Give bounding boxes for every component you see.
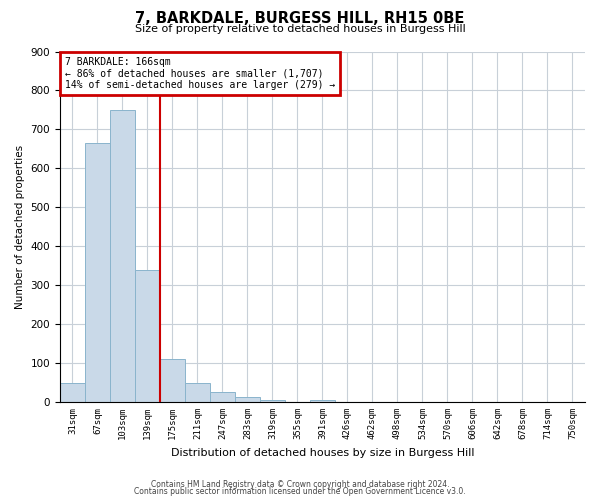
Bar xyxy=(235,398,260,402)
Bar xyxy=(260,400,285,402)
Bar xyxy=(110,110,135,402)
X-axis label: Distribution of detached houses by size in Burgess Hill: Distribution of detached houses by size … xyxy=(171,448,474,458)
Bar xyxy=(135,270,160,402)
Text: Contains public sector information licensed under the Open Government Licence v3: Contains public sector information licen… xyxy=(134,488,466,496)
Bar xyxy=(185,382,210,402)
Bar xyxy=(310,400,335,402)
Text: Size of property relative to detached houses in Burgess Hill: Size of property relative to detached ho… xyxy=(134,24,466,34)
Text: Contains HM Land Registry data © Crown copyright and database right 2024.: Contains HM Land Registry data © Crown c… xyxy=(151,480,449,489)
Bar xyxy=(60,382,85,402)
Text: 7 BARKDALE: 166sqm
← 86% of detached houses are smaller (1,707)
14% of semi-deta: 7 BARKDALE: 166sqm ← 86% of detached hou… xyxy=(65,57,335,90)
Bar xyxy=(210,392,235,402)
Y-axis label: Number of detached properties: Number of detached properties xyxy=(15,144,25,309)
Bar xyxy=(85,143,110,402)
Bar xyxy=(160,359,185,402)
Text: 7, BARKDALE, BURGESS HILL, RH15 0BE: 7, BARKDALE, BURGESS HILL, RH15 0BE xyxy=(136,11,464,26)
